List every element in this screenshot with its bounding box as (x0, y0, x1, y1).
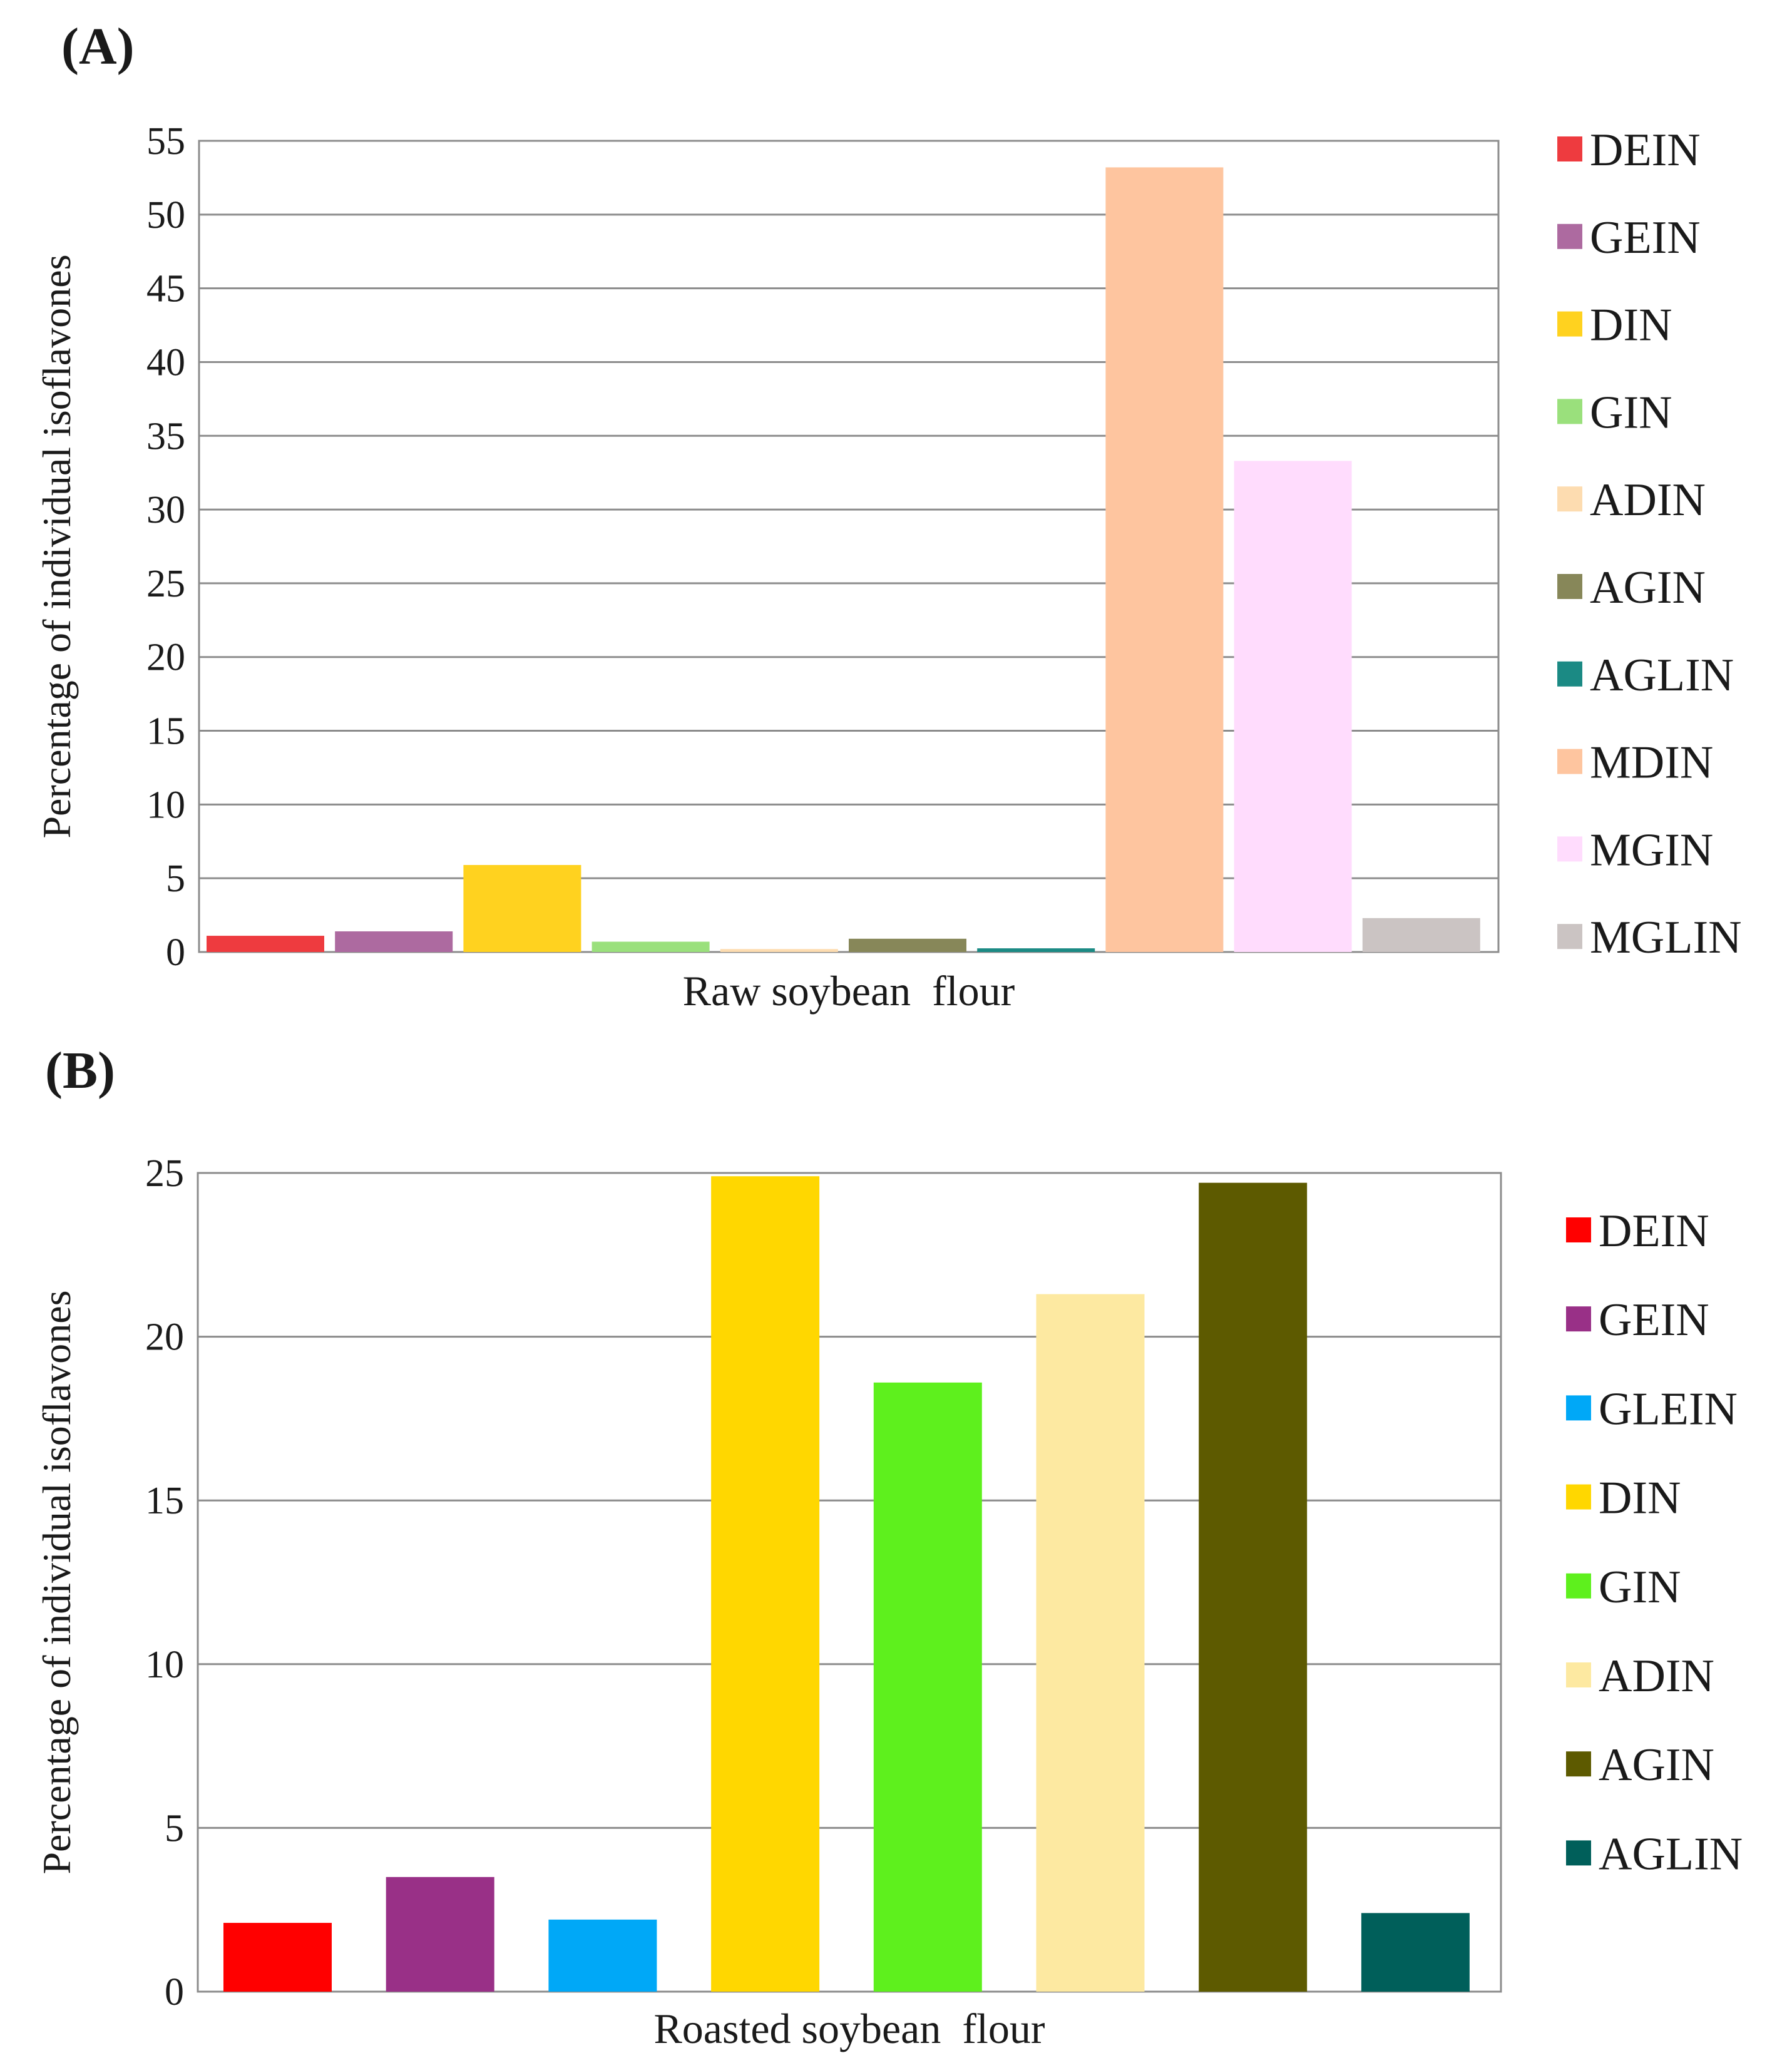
panel-b-legend-label-dein: DEIN (1599, 1205, 1709, 1257)
panel-a-y-tick-label: 35 (146, 415, 185, 458)
panel-b-y-tick-label: 25 (145, 1152, 184, 1195)
panel-b-bar-dein (223, 1923, 332, 1992)
panel-b-bar-glein (548, 1919, 657, 1992)
panel-a-y-axis-title: Percentage of individual isoflavones (34, 254, 79, 838)
panel-a-legend-swatch-din (1557, 311, 1582, 337)
panel-a-bar-mgin (1234, 461, 1352, 952)
panel-a-y-tick-label: 5 (166, 857, 185, 900)
panel-a-y-tick-label: 30 (146, 489, 185, 531)
panel-a-chart: (A) 0 5 10 15 20 25 30 35 40 45 50 55 Percentage of… (34, 18, 1742, 1015)
panel-a-bar-din (463, 864, 581, 952)
panel-a-legend-label-din: DIN (1590, 300, 1672, 351)
panel-a-legend-label-adin: ADIN (1590, 474, 1706, 526)
panel-a-legend-label-mglin: MGLIN (1590, 912, 1742, 963)
panel-a-legend-swatch-mglin (1557, 924, 1582, 950)
panel-a-y-tick-label: 45 (146, 268, 185, 310)
panel-a-bar-adin (720, 949, 838, 952)
panel-b-legend-label-aglin: AGLIN (1599, 1828, 1743, 1880)
panel-a-y-tick-label: 20 (146, 637, 185, 679)
panel-a-y-tick-label: 25 (146, 563, 185, 605)
panel-b-y-tick-label: 10 (145, 1644, 184, 1686)
panel-a-y-tick-label: 40 (146, 341, 185, 384)
panel-b-category-label: Roasted soybean flour (653, 2005, 1045, 2052)
panel-a-bar-gein (335, 931, 453, 952)
panel-a-bar-agin (849, 938, 966, 952)
panel-a-legend-label-mdin: MDIN (1590, 737, 1713, 789)
panel-a-legend-swatch-adin (1557, 486, 1582, 512)
panel-b-legend-swatch-gein (1566, 1306, 1591, 1332)
panel-a-legend-swatch-gin (1557, 399, 1582, 424)
panel-a-bar-mglin (1362, 918, 1480, 952)
panel-b-chart: (B) 0 5 10 15 20 25 Percentage of individual … (34, 1042, 1743, 2052)
panel-b-y-tick-label: 5 (165, 1807, 184, 1850)
panel-b-legend-label-gein: GEIN (1599, 1294, 1709, 1346)
panel-a-y-tick-label: 10 (146, 784, 185, 826)
panel-b-bar-agin (1199, 1182, 1308, 1992)
panel-a-legend-swatch-mdin (1557, 749, 1582, 774)
panel-b-legend-swatch-glein (1566, 1395, 1591, 1421)
panel-a-legend-label-mgin: MGIN (1590, 824, 1713, 876)
panel-b-y-tick-label: 15 (145, 1480, 184, 1522)
panel-a-y-tick-label: 50 (146, 194, 185, 237)
panel-b-bar-aglin (1361, 1913, 1470, 1992)
panel-b-bar-gein (386, 1876, 494, 1992)
panel-b-legend-swatch-gin (1566, 1573, 1591, 1599)
panel-b-y-axis-title: Percentage of individual isoflavones (34, 1290, 79, 1874)
panel-a-legend-swatch-mgin (1557, 836, 1582, 862)
panel-b-legend-label-adin: ADIN (1599, 1651, 1714, 1702)
panel-b-bar-gin (873, 1382, 982, 1992)
panel-a-legend-swatch-aglin (1557, 661, 1582, 687)
panel-a-legend-label-agin: AGIN (1590, 562, 1706, 613)
panel-a-legend-swatch-gein (1557, 223, 1582, 249)
panel-b-legend-swatch-din (1566, 1484, 1591, 1510)
panel-b-legend-label-din: DIN (1599, 1473, 1681, 1524)
panel-b-y-tick-label: 20 (145, 1316, 184, 1359)
panel-a-legend-swatch-agin (1557, 574, 1582, 599)
panel-b-plot-frame (197, 1172, 1502, 1993)
panel-b-label: (B) (45, 1042, 115, 1100)
panel-a-legend-label-aglin: AGLIN (1590, 650, 1734, 701)
panel-a-bar-dein (207, 936, 324, 952)
panel-a-bar-gin (591, 941, 710, 952)
panel-a-y-tick-label: 0 (166, 931, 185, 974)
panel-a-y-tick-label: 55 (146, 120, 185, 163)
panel-a-legend-label-gin: GIN (1590, 387, 1672, 438)
panel-a-label: (A) (61, 18, 135, 76)
panel-b-bar-din (711, 1176, 820, 1992)
panel-a-bar-aglin (977, 948, 1095, 952)
panel-b-legend-label-glein: GLEIN (1599, 1383, 1738, 1435)
panel-b-legend-label-agin: AGIN (1599, 1739, 1714, 1791)
panel-b-legend-swatch-aglin (1566, 1840, 1591, 1866)
panel-a-legend-label-gein: GEIN (1590, 212, 1701, 264)
panel-b-bar-adin (1036, 1294, 1145, 1992)
panel-b-legend-label-gin: GIN (1599, 1562, 1681, 1613)
panel-b-legend-swatch-dein (1566, 1217, 1591, 1242)
panel-b-y-tick-label: 0 (165, 1971, 184, 2014)
panel-b-legend-swatch-agin (1566, 1751, 1591, 1777)
panel-a-legend-swatch-dein (1557, 136, 1582, 161)
panel-b-legend-swatch-adin (1566, 1662, 1591, 1687)
panel-a-bar-mdin (1105, 167, 1224, 952)
panel-a-category-label: Raw soybean flour (683, 967, 1015, 1015)
panel-a-legend-label-dein: DEIN (1590, 125, 1701, 176)
panel-a-y-tick-label: 15 (146, 710, 185, 753)
